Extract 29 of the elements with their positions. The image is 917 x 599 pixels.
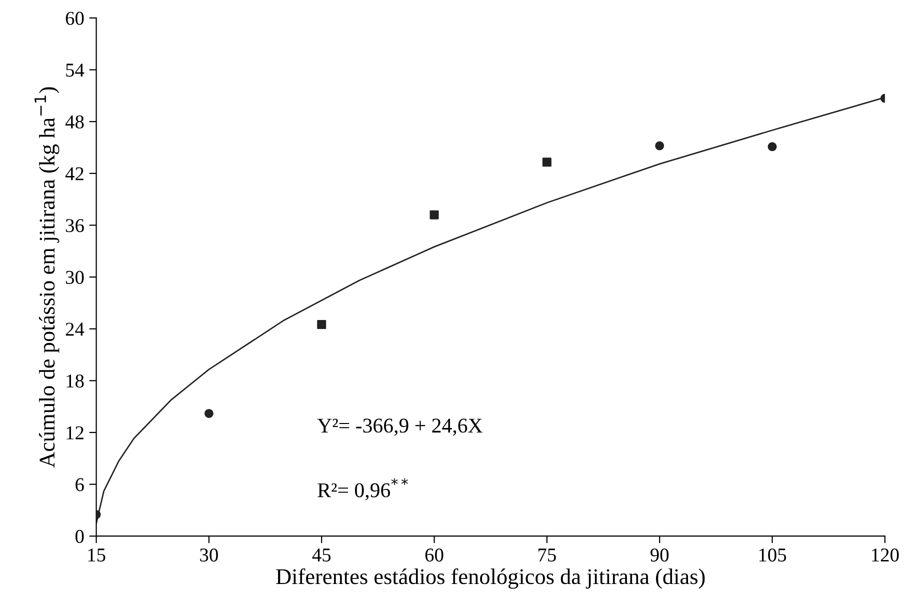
x-tick-label: 45 [312, 548, 331, 562]
point [655, 141, 664, 150]
annotation: Y²= -366,9 + 24,6X [317, 418, 482, 436]
x-tick-label: 105 [759, 548, 786, 562]
point [317, 320, 326, 330]
annotation: R²= 0,96$^{**}$ [318, 478, 408, 500]
y-tick-label: 42 [65, 167, 84, 180]
y-tick-label: 6 [76, 478, 84, 492]
y-tick-label: 48 [65, 115, 84, 129]
y-tick-label: 24 [66, 322, 84, 336]
x-tick-label: 30 [200, 548, 218, 562]
y-tick-label: 30 [66, 270, 84, 284]
x-tick-label: 15 [88, 548, 106, 562]
x-tick-label: 60 [425, 548, 444, 562]
y-tick-label: 0 [76, 530, 84, 544]
point [204, 408, 214, 418]
y-tick-label: 36 [66, 219, 84, 232]
y-tick-label: 54 [66, 64, 84, 77]
y-tick-label: 60 [66, 12, 84, 25]
x-tick-label: 90 [650, 548, 669, 562]
x-tick-label: 120 [872, 548, 899, 562]
point [768, 142, 777, 152]
point [430, 210, 439, 220]
point [542, 158, 552, 167]
x-axis-title: Diferentes estádios fenológicos da jitirana (dias) [276, 568, 705, 589]
y-tick-label: 18 [66, 374, 84, 388]
y-tick-label: 12 [66, 426, 84, 440]
y-axis-title: Acúmulo de potássio em jitirana (kg ha$^{−1}$) [34, 87, 60, 468]
x-tick-label: 75 [538, 548, 556, 562]
